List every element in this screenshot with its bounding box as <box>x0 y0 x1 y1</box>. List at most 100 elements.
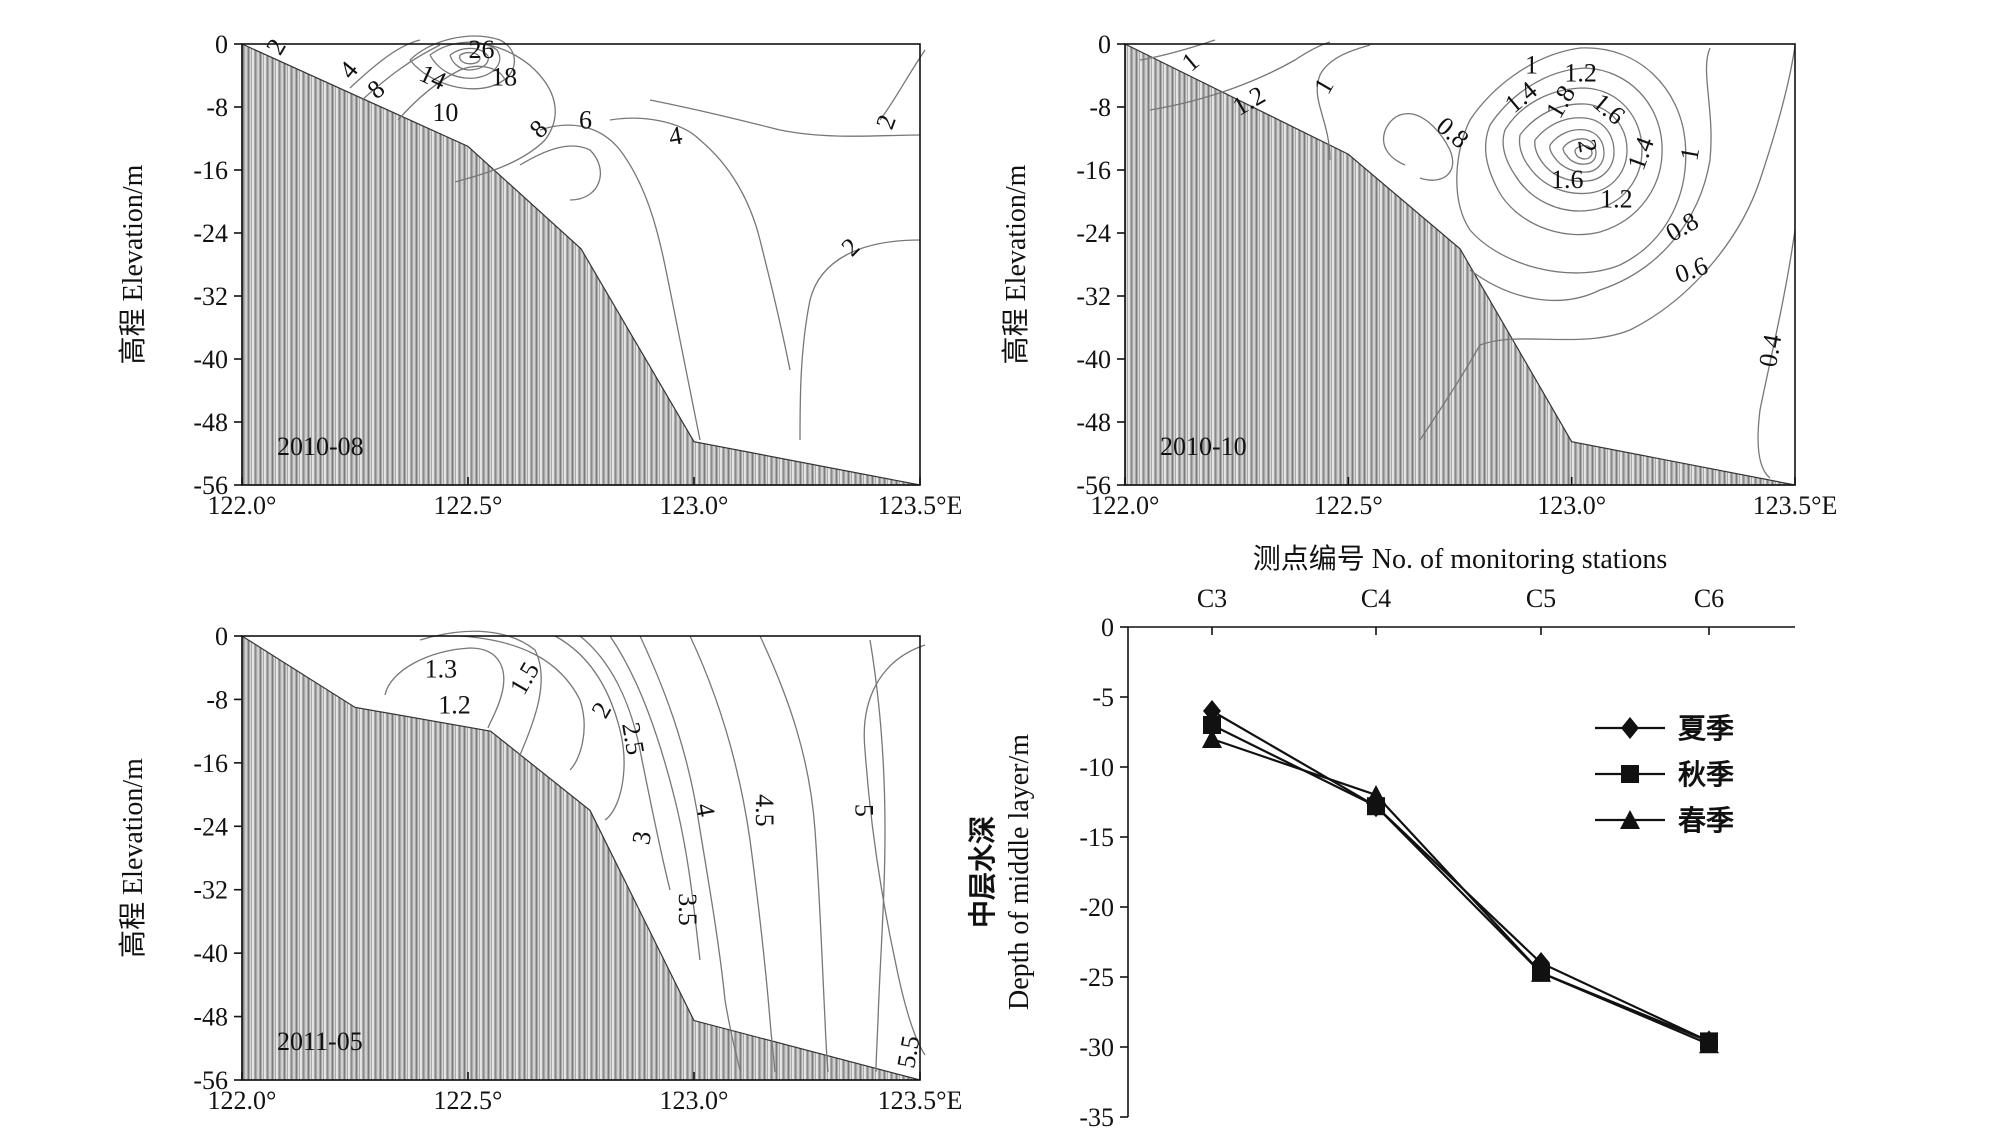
y-tick-label: -8 <box>206 685 228 714</box>
y-tick-label: -16 <box>193 156 228 185</box>
y-tick-label: -56 <box>193 471 228 500</box>
contour-value-label: 3 <box>626 829 657 847</box>
contour-value-label: 1.6 <box>1587 87 1631 130</box>
y-axis: 0 -8 -16 -24 -32 -40 -48 -56 <box>1076 30 1125 500</box>
x-tick-label: 122.5° <box>1314 491 1383 520</box>
y-tick-label: -56 <box>1076 471 1111 500</box>
x-axis: 122.0° 122.5° 123.0° 123.5°E <box>208 477 963 520</box>
y-tick-label: -40 <box>193 939 228 968</box>
contour-value-label: 1.2 <box>1564 58 1597 87</box>
y-axis-title: 高程 Elevation/m <box>117 758 149 958</box>
x-tick-label: 122.5° <box>434 491 503 520</box>
contour-value-label: 1 <box>1308 73 1340 99</box>
data-point-triangle <box>1202 729 1222 748</box>
contour-value-label: 26 <box>469 35 495 64</box>
legend-marker-diamond <box>1621 717 1639 739</box>
x-tick-label: 123.5°E <box>1753 491 1838 520</box>
contour-value-label: 14 <box>415 59 451 96</box>
data-point-square <box>1203 716 1221 734</box>
x-axis: 122.0° 122.5° 123.0° 123.5°E <box>1091 477 1838 520</box>
y-tick-label: -48 <box>193 1003 228 1032</box>
plot-frame <box>1124 43 1796 486</box>
contour-lines <box>384 630 926 1073</box>
panel-date-label: 2010-10 <box>1160 432 1247 461</box>
panel-2010-10: 11.2 11 1.21.41.8 1.620.8 1.4 11.61.20.80.60.… <box>1000 30 1837 520</box>
x-tick-label: 123.5°E <box>878 1086 963 1115</box>
x-tick-label: 123.5°E <box>878 491 963 520</box>
contour-lines <box>1139 39 1796 479</box>
contour-value-label: 0.8 <box>1661 206 1704 247</box>
y-tick-label: -8 <box>206 93 228 122</box>
x-axis: 122.0° 122.5° 123.0° 123.5°E <box>208 1072 963 1115</box>
series-markers <box>1202 700 1719 1054</box>
contour-value-label: 5 <box>849 804 878 817</box>
y-tick-label: -24 <box>193 219 228 248</box>
y-tick-label: 0 <box>215 30 228 59</box>
series-line-triangle <box>1211 737 1710 1046</box>
y-axis-title-en: Depth of middle layer/m <box>1004 734 1035 1010</box>
contour-value-label: 2 <box>586 697 618 723</box>
y-tick-label: -40 <box>1076 345 1111 374</box>
panel-date-label: 2010-08 <box>277 432 364 461</box>
y-tick-label: -16 <box>193 749 228 778</box>
y-tick-label: -32 <box>1076 282 1111 311</box>
legend-label: 夏季 <box>1678 713 1734 745</box>
y-axis: 0 -5 -10 -15 -20 -25 -30 -35 <box>1079 613 1129 1132</box>
x-tick-label: 122.0° <box>208 1086 277 1115</box>
x-tick-label: 122.5° <box>434 1086 503 1115</box>
contour-value-label: 18 <box>491 62 517 91</box>
series-lines <box>1211 710 1710 1046</box>
contour-value-label: 1.4 <box>1622 133 1660 173</box>
plot-frame <box>241 43 921 486</box>
y-axis-title: 高程 Elevation/m <box>117 164 149 364</box>
data-point-triangle <box>1699 1034 1719 1054</box>
y-axis: 0 -8 -16 -24 -32 -40 -48 -56 <box>193 622 242 1095</box>
x-tick-label: C3 <box>1197 584 1227 613</box>
y-tick-label: -24 <box>1076 219 1111 248</box>
y-tick-label: -24 <box>193 812 228 841</box>
legend-label: 秋季 <box>1678 759 1734 791</box>
y-tick-label: -20 <box>1079 893 1114 922</box>
x-axis-top: C3 C4 C5 C6 <box>1128 584 1795 635</box>
contour-value-label: 1.3 <box>425 655 458 684</box>
x-tick-label: 122.0° <box>208 491 277 520</box>
legend-marker-triangle <box>1620 810 1640 829</box>
contour-value-label: 1.6 <box>1551 165 1584 194</box>
x-tick-label: C4 <box>1361 584 1391 613</box>
y-tick-label: -48 <box>1076 408 1111 437</box>
x-tick-label: C5 <box>1526 584 1556 613</box>
y-axis: 0 -8 -16 -24 -32 -40 -48 -56 <box>193 30 242 500</box>
y-tick-label: -56 <box>193 1066 228 1095</box>
contour-value-label: 4.5 <box>750 794 779 827</box>
y-tick-label: -30 <box>1079 1033 1114 1062</box>
y-tick-label: 0 <box>1101 613 1114 642</box>
contour-value-label: 10 <box>432 98 458 127</box>
contour-value-label: 2 <box>1572 137 1603 155</box>
series-line-diamond <box>1211 710 1710 1043</box>
y-tick-label: -32 <box>193 282 228 311</box>
y-tick-label: 0 <box>215 622 228 651</box>
y-tick-label: -25 <box>1079 963 1114 992</box>
x-tick-label: C6 <box>1694 584 1724 613</box>
legend-marker-square <box>1621 765 1639 783</box>
contour-value-label: 8 <box>524 114 554 144</box>
contour-value-label: 2 <box>870 111 902 133</box>
y-tick-label: -15 <box>1079 823 1114 852</box>
y-tick-label: 0 <box>1098 30 1111 59</box>
data-point-triangle <box>1531 962 1551 982</box>
plot-frame <box>241 635 921 1081</box>
contour-value-label: 6 <box>579 106 592 135</box>
data-point-triangle <box>1366 785 1386 804</box>
legend-label: 春季 <box>1678 805 1734 837</box>
contour-value-label: 1.2 <box>438 690 471 719</box>
x-tick-label: 123.0° <box>660 491 729 520</box>
y-tick-label: -35 <box>1079 1103 1114 1132</box>
y-tick-label: -40 <box>193 345 228 374</box>
y-tick-label: -10 <box>1079 753 1114 782</box>
y-tick-label: -16 <box>1076 156 1111 185</box>
contour-value-label: 0.4 <box>1753 332 1787 369</box>
y-tick-label: -5 <box>1092 683 1114 712</box>
